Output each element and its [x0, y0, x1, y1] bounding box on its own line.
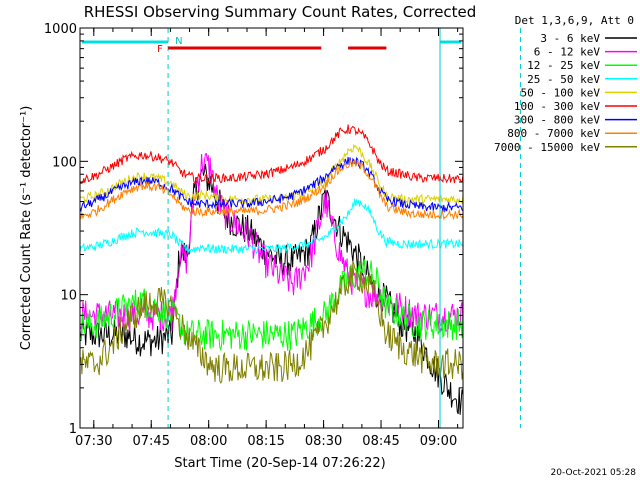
x-tick-label: 08:45 — [362, 434, 399, 449]
series-line — [79, 159, 464, 221]
x-tick-label: 07:30 — [75, 434, 112, 449]
legend-entry-label: 25 - 50 keV — [527, 73, 600, 86]
series-line — [79, 198, 464, 255]
x-axis-label: Start Time (20-Sep-14 07:26:22) — [174, 456, 385, 471]
series-line — [79, 258, 464, 352]
y-axis-label: Corrected Count Rate (s⁻¹ detector⁻¹) — [19, 106, 34, 351]
legend-entry-label: 3 - 6 keV — [540, 32, 600, 45]
chart-title: RHESSI Observing Summary Count Rates, Co… — [84, 3, 477, 21]
series-line — [79, 124, 464, 185]
series-line — [79, 260, 464, 384]
series-line — [79, 163, 464, 415]
chart-flag-bars: NF — [82, 28, 521, 428]
legend-header: Det 1,3,6,9, Att 0 — [515, 14, 634, 27]
legend-entry-label: 300 - 800 keV — [514, 114, 600, 127]
legend-entry-label: 6 - 12 keV — [534, 46, 601, 59]
legend-entry-label: 50 - 100 keV — [521, 86, 601, 99]
legend-entry-label: 7000 - 15000 keV — [494, 141, 600, 154]
legend-entry-label: 12 - 25 keV — [527, 59, 600, 72]
x-tick-label: 09:00 — [420, 434, 457, 449]
x-tick-label: 07:45 — [133, 434, 170, 449]
plot-frame — [79, 27, 464, 429]
legend-entry-label: 800 - 7000 keV — [507, 127, 600, 140]
series-line — [79, 156, 464, 213]
series-line — [79, 143, 464, 206]
y-tick-label: 100 — [52, 155, 77, 170]
legend-entry-label: 100 - 300 keV — [514, 100, 600, 113]
y-tick-label: 1 — [69, 422, 77, 437]
x-tick-label: 08:00 — [190, 434, 227, 449]
timestamp-label: 20-Oct-2021 05:28 — [551, 468, 637, 478]
chart-axes: 1 10 100 1000 07:30 07:45 08:00 08:15 08:30 08:45… — [44, 22, 463, 449]
night-flag-label: N — [175, 36, 182, 47]
y-tick-label: 1000 — [44, 22, 77, 37]
chart-series-lines — [79, 124, 464, 415]
y-tick-label: 10 — [60, 289, 77, 304]
flare-flag-label: F — [157, 44, 163, 55]
x-tick-label: 08:15 — [247, 434, 284, 449]
x-tick-label: 08:30 — [305, 434, 342, 449]
